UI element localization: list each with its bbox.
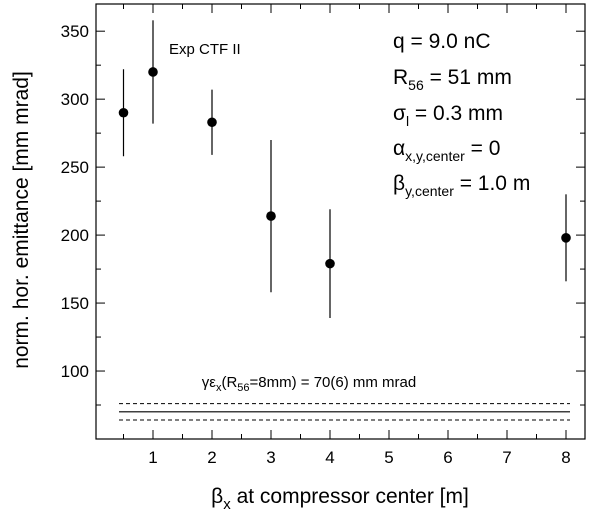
x-tick-label: 5 (384, 448, 393, 467)
data-point (266, 211, 276, 221)
y-axis-title: norm. hor. emittance [mm mrad] (10, 71, 33, 369)
x-tick-label: 2 (207, 448, 216, 467)
y-tick-label: 300 (61, 90, 89, 109)
data-point (148, 67, 158, 77)
y-axis-ticks: 100 150 200 250 300 350 (61, 22, 585, 406)
x-tick-label: 8 (561, 448, 570, 467)
data-point (118, 107, 129, 118)
reference-lines (119, 403, 570, 421)
experiment-label: Exp CTF II (169, 41, 241, 58)
beta-label: βy,center = 1.0 m (393, 172, 530, 199)
plot-frame (95, 3, 586, 440)
x-tick-label: 3 (266, 448, 275, 467)
r56-label: R56 = 51 mm (393, 66, 512, 93)
y-tick-label: 200 (61, 226, 89, 245)
sigma-label: σl = 0.3 mm (393, 102, 503, 129)
x-tick-label: 6 (443, 448, 452, 467)
charge-label: q = 9.0 nC (393, 30, 490, 53)
y-tick-label: 100 (61, 362, 89, 381)
y-tick-label: 150 (61, 294, 89, 313)
x-tick-label: 7 (502, 448, 511, 467)
x-tick-label: 1 (148, 448, 157, 467)
data-point (325, 258, 335, 269)
data-point (207, 117, 217, 128)
x-axis-ticks: 1 2 3 4 5 6 7 8 (123, 4, 571, 467)
y-tick-label: 350 (61, 22, 89, 41)
y-tick-label: 250 (61, 158, 89, 177)
x-tick-label: 4 (325, 448, 334, 467)
data-points (118, 20, 571, 319)
x-axis-title: βx at compressor center [m] (211, 485, 469, 513)
alpha-label: αx,y,center = 0 (393, 137, 500, 164)
reference-label: γεx(R56=8mm) = 70(6) mm mrad (202, 374, 416, 394)
data-point (561, 233, 571, 243)
